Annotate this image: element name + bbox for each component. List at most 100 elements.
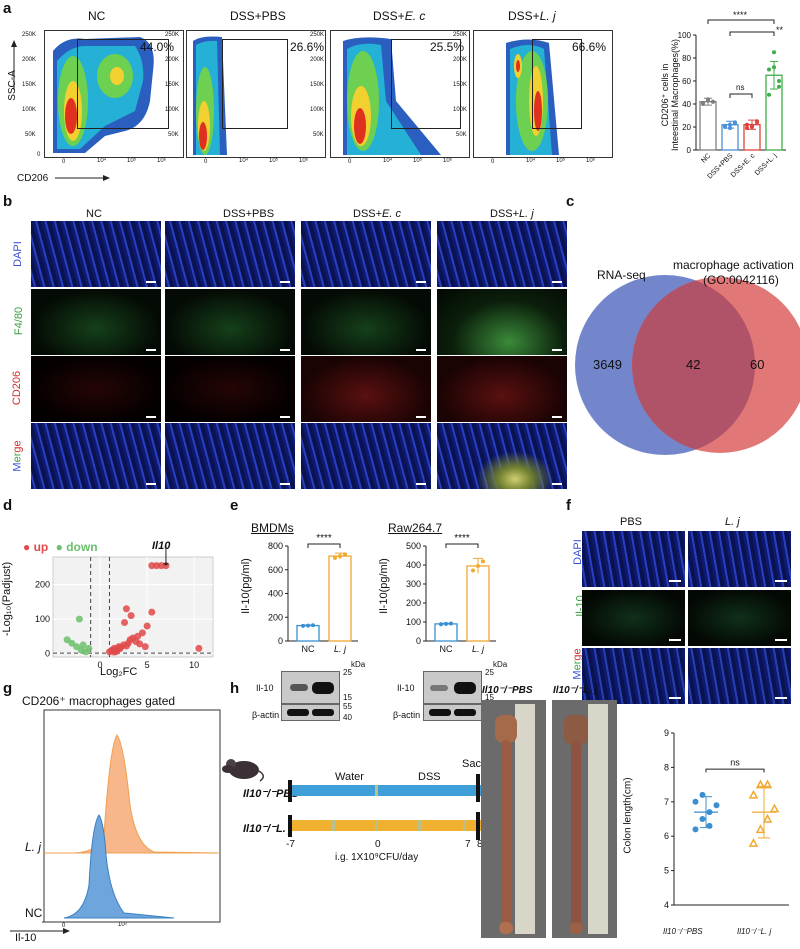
xtick: 10⁴ [526,158,536,164]
ytick: 150K [310,82,325,88]
flow-axis-arrows [11,40,110,181]
i-label-lj: Il10⁻/⁻L. j [553,685,598,696]
g-title: CD206⁺ macrophages gated [22,694,176,708]
ytick: 150K [22,82,37,88]
flow-x-axis-label: CD206 [17,173,49,184]
e-xlabel: L. j [472,644,485,654]
j-xlabel-lj: Il10⁻/⁻L. j [737,927,772,936]
scale-bar [552,281,562,283]
xtick: 10⁶ [443,158,453,164]
if-image-dapi-col1 [31,221,161,287]
g-xtick-0: 0 [62,923,66,929]
ytick: 50K [168,132,179,138]
h-tick-8: 8 [477,839,483,850]
if-image-cd206-col1 [31,356,161,422]
j-point-pbs [699,816,706,822]
ytick: 50K [313,132,324,138]
bar-a-point [750,123,754,128]
volcano-ylabel: -Log₁₀(Padjust) [1,561,14,637]
e-bar [296,624,320,642]
h-tick-neg7: -7 [286,839,295,850]
if-image-merge-col3 [301,423,431,489]
xtick: 10⁵ [413,158,423,164]
bar-a-ytick-label: 0 [687,146,692,155]
flow-plot-dss-ec [330,30,470,158]
sig-bracket-1 [707,19,775,24]
bar-a-point [728,126,732,131]
pct-dss-pbs: 26.6% [290,40,325,54]
flow-title-dss-ec: DSS+E. c [373,9,426,23]
j-ylabel: Colon length(cm) [622,777,634,854]
h-tick-0: 0 [375,839,381,850]
flow-title-dss-lj: DSS+L. j [508,9,556,23]
xtick: 10⁵ [127,158,137,164]
e-point [449,621,453,626]
bar-a-point [772,65,776,70]
gate-nc [77,39,169,129]
bar-a-point [701,102,705,106]
j-sig-bracket [705,768,765,773]
panel-label-f: f [566,497,571,514]
ytick: 100K [453,107,468,113]
sig-bracket-3 [729,93,753,98]
flow-plot-nc [44,30,184,158]
j-ytick-label: 5 [664,866,669,876]
e-ytick-label: 200 [406,598,421,608]
h-row1-label: Il10⁻/⁻PBS [243,788,299,800]
ytick: 100K [22,107,37,113]
e-ytick-label: 400 [268,589,283,599]
e-blot2-label-il10: Il-10 [397,683,415,693]
bar-a-point [706,97,710,102]
bar-a-ylabel: CD206⁺ cells in Inteestinal Macrophages(%… [660,38,680,152]
e-point [439,622,443,627]
if-image-dapi-col3 [301,221,431,287]
bar-a-point [711,99,715,104]
e-sig-bracket [307,543,341,548]
xtick: 0 [62,159,66,165]
venn-overlap-count: 42 [686,357,701,372]
e-right-ylabel: Il-10(pg/ml) [377,558,390,614]
e-point [333,555,337,560]
g-arrow [10,928,70,934]
kda-label-2: kDa [493,660,508,669]
bar-a-point [728,122,732,127]
ytick: 250K [453,32,468,38]
scale-bar [775,580,787,582]
marker-40-1: 40 [343,713,352,722]
volcano-xtick: 0 [98,660,103,670]
xtick: 10⁶ [299,158,309,164]
ruler-pbs [515,704,535,934]
blot2-il10 [423,671,482,704]
marker-25-1: 25 [343,668,352,677]
venn-right-label-1: macrophage activation [673,258,794,272]
b-row-cd206: CD206 [11,370,24,406]
scale-bar [416,281,426,283]
panel-label-h: h [230,680,240,697]
j-ytick-label: 8 [664,762,669,772]
bar-a-ytick-label: 60 [682,77,691,86]
bar-a-ytick-label: 80 [682,54,691,63]
volcano-svg: 200 100 0 0 5 10 [35,544,214,670]
e-left-chart: 800 600 400 200 0 NC L. j **** [268,533,358,654]
e-bar [466,565,490,642]
h-dose: i.g. 1X10⁹CFU/day [335,852,419,863]
xtick: 10⁴ [239,158,249,164]
bar-a-point [777,84,781,89]
if-image-cd206-col2 [165,356,295,422]
volcano-point-up [148,608,156,616]
venn-left-label: RNA-seq [597,268,646,282]
marker-25-2: 25 [485,668,494,677]
sig-label-2: ** [776,25,784,35]
scale-bar [552,483,562,485]
e-right-chart: 500 400 300 200 100 0 NC L. j **** [406,533,496,654]
scale-bar [146,281,156,283]
j-point-lj [769,803,780,813]
j-point-lj [762,779,773,789]
volcano-point-up [141,643,149,651]
j-point-pbs [713,802,720,809]
sig-bracket-2 [729,31,775,36]
bar-a-ytick-label: 40 [682,100,691,109]
volcano-point-up [122,642,130,650]
volcano-point-up [143,622,151,630]
b-row-f480: F4/80 [13,306,26,336]
